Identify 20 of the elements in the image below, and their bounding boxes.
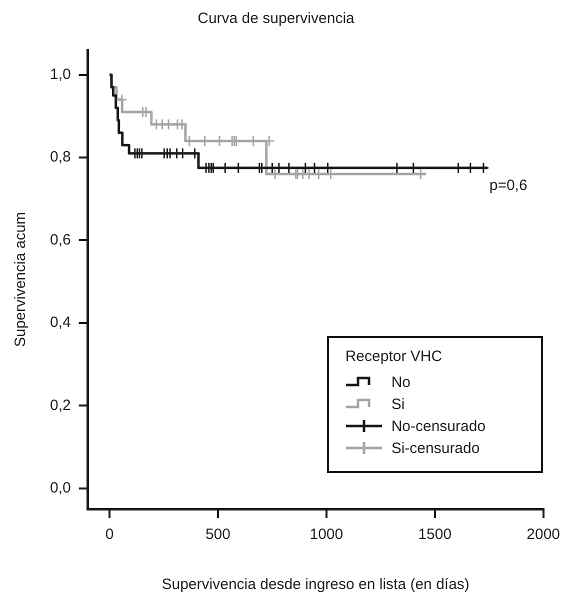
legend-label: No <box>391 374 411 390</box>
legend-label: Si-censurado <box>391 440 480 456</box>
x-tick-label: 0 <box>105 526 114 544</box>
x-tick-label: 1500 <box>418 526 452 544</box>
legend-title: Receptor VHC <box>345 348 444 365</box>
x-tick-label: 1000 <box>310 526 344 544</box>
y-tick-label: 1,0 <box>50 66 71 83</box>
x-tick-label: 500 <box>205 526 230 544</box>
y-tick-label: 0,0 <box>50 479 71 496</box>
y-tick-label: 0,6 <box>50 231 71 248</box>
y-axis-title: Supervivencia acum <box>12 212 30 348</box>
annotation: p=0,6 <box>489 177 528 194</box>
x-axis-title: Supervivencia desde ingreso en lista (en días) <box>162 576 470 594</box>
x-tick-label: 2000 <box>526 526 560 544</box>
legend-label: No-censurado <box>391 418 486 434</box>
y-tick-label: 0,2 <box>50 396 71 414</box>
y-tick-label: 0,8 <box>50 148 71 166</box>
y-tick-label: 0,4 <box>50 314 71 332</box>
chart-title: Curva de supervivencia <box>198 10 356 28</box>
legend-label: Si <box>391 396 405 412</box>
